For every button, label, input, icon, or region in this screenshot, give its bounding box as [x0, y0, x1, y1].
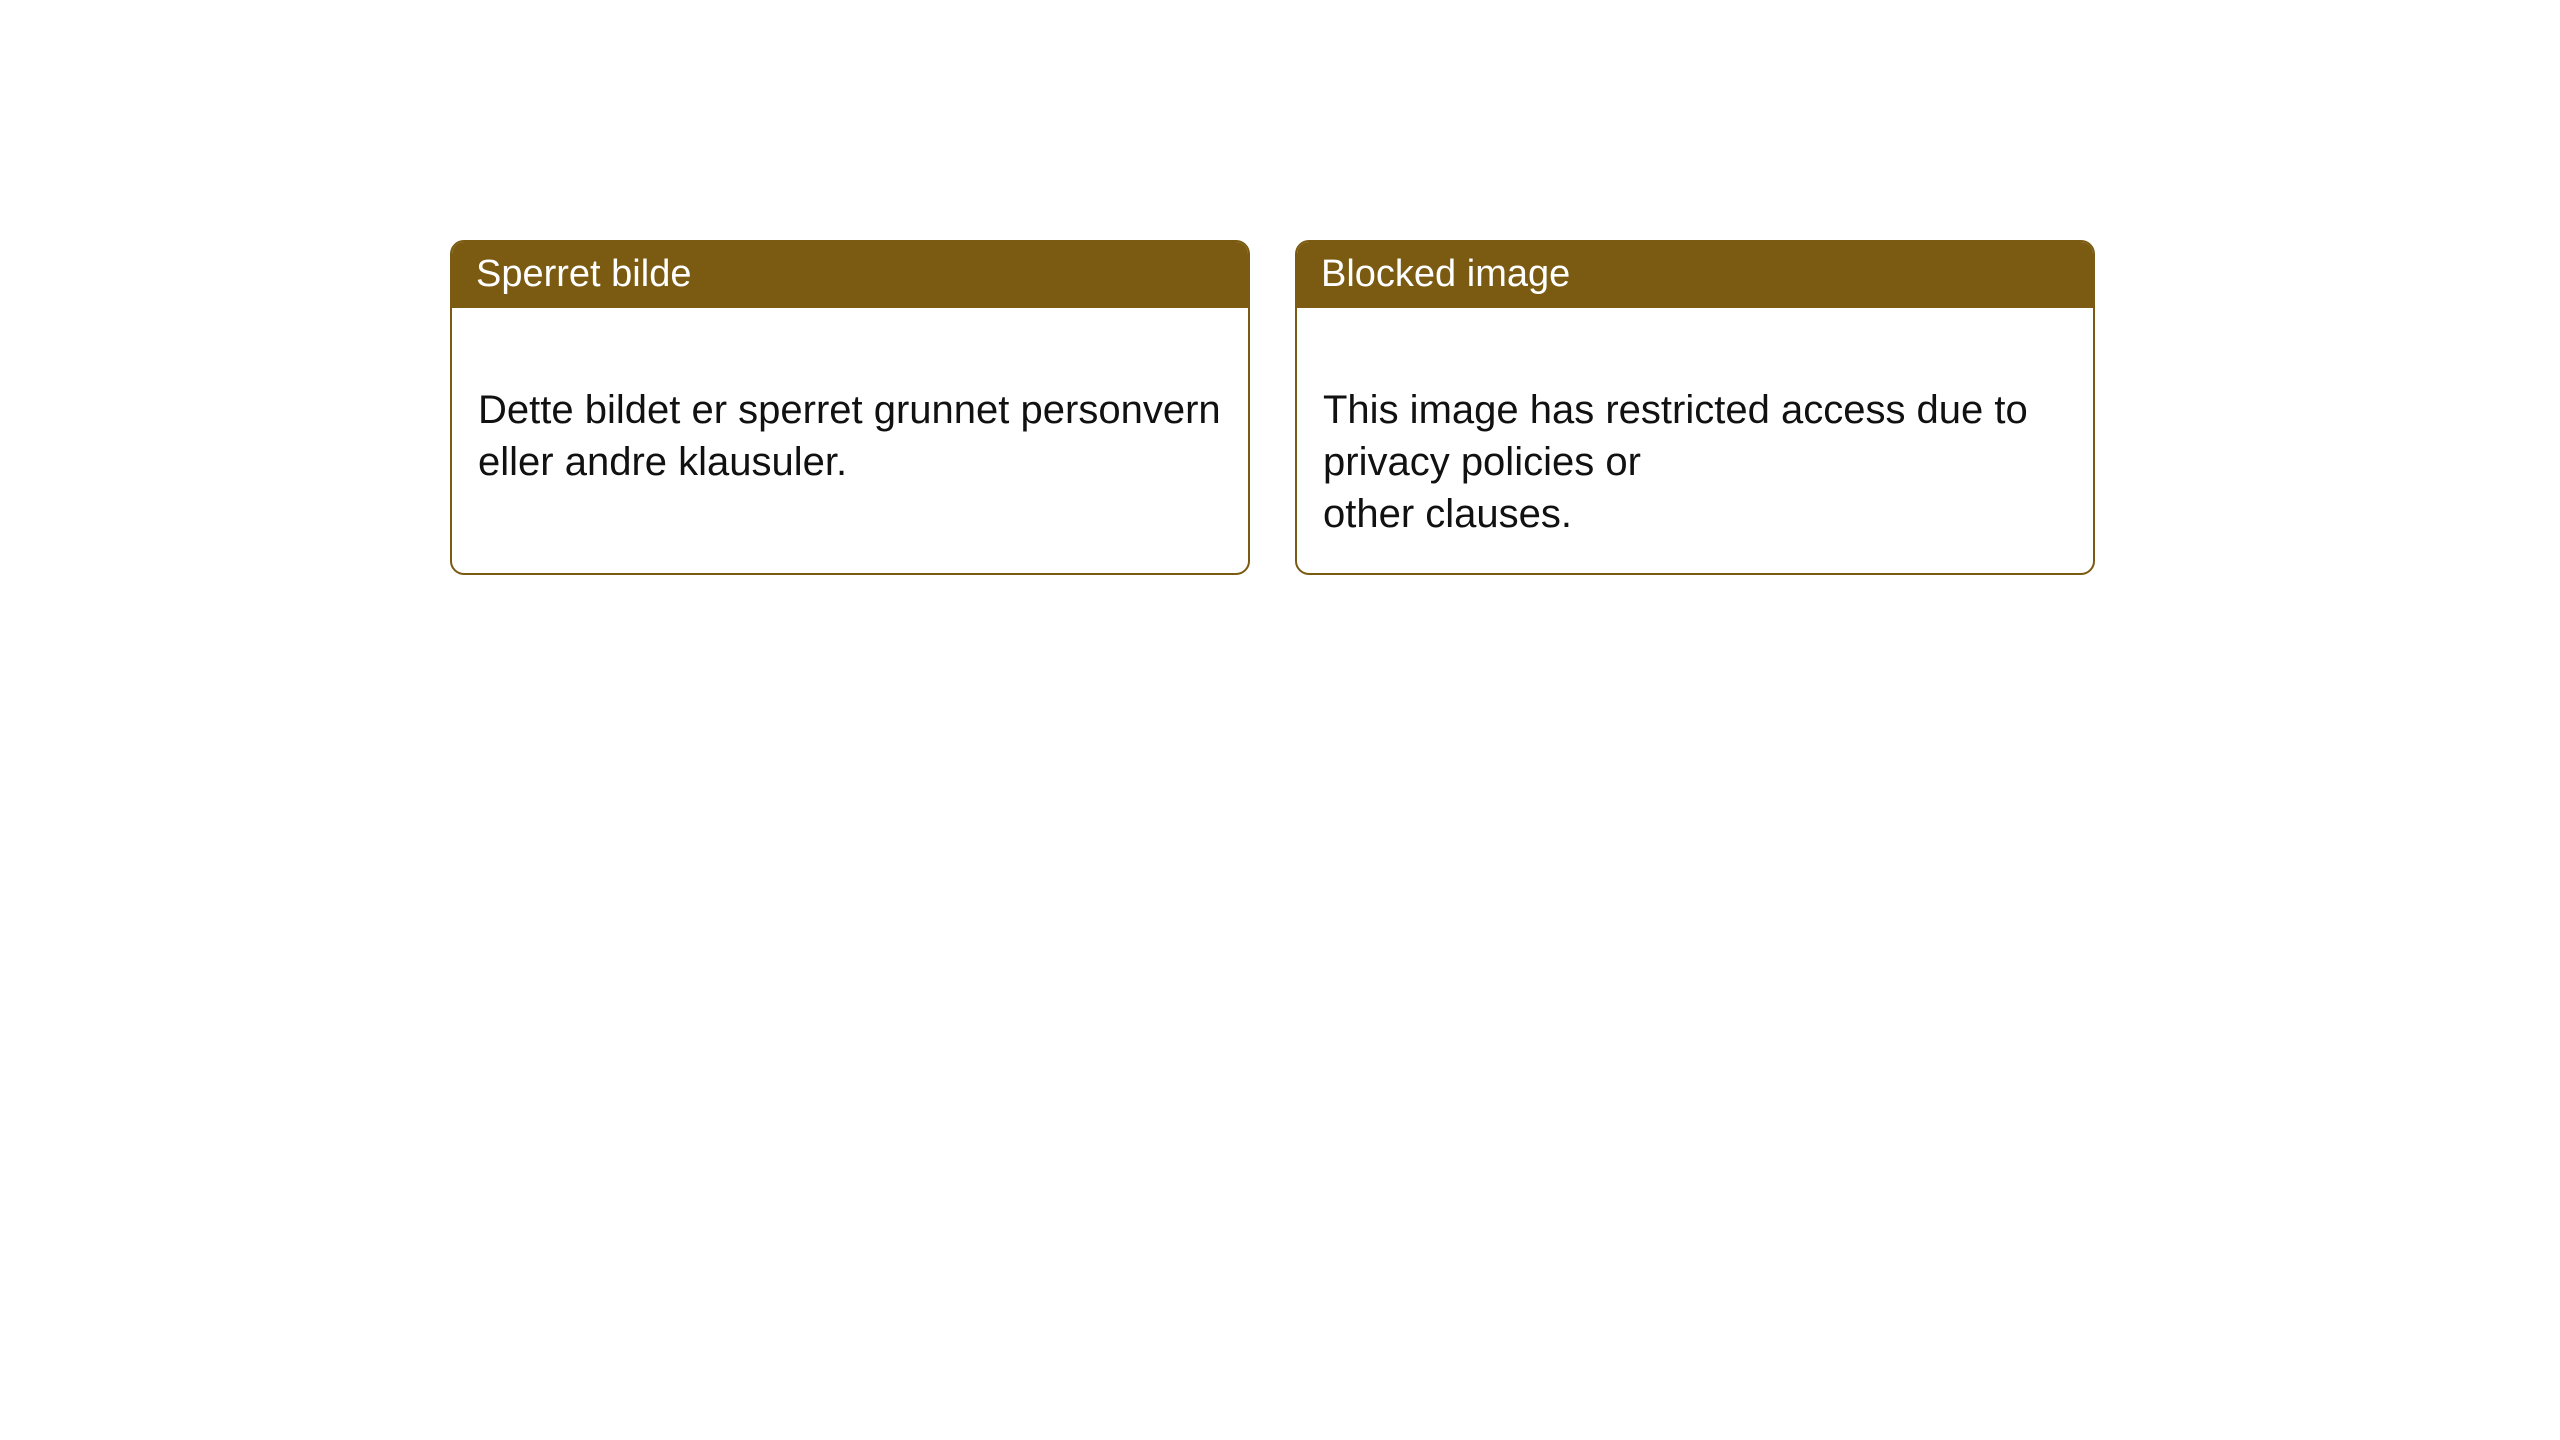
notice-cards-container: Sperret bilde Dette bildet er sperret gr…: [450, 240, 2095, 575]
notice-card-body-text-no: Dette bildet er sperret grunnet personve…: [478, 388, 1221, 484]
notice-card-body-text-en: This image has restricted access due to …: [1323, 388, 2028, 536]
notice-card-en: Blocked image This image has restricted …: [1295, 240, 2095, 575]
notice-card-header-text-no: Sperret bilde: [476, 253, 691, 295]
notice-card-header-no: Sperret bilde: [452, 242, 1248, 308]
notice-card-body-en: This image has restricted access due to …: [1297, 308, 2093, 564]
notice-card-header-en: Blocked image: [1297, 242, 2093, 308]
notice-card-no: Sperret bilde Dette bildet er sperret gr…: [450, 240, 1250, 575]
notice-card-header-text-en: Blocked image: [1321, 253, 1570, 295]
notice-card-body-no: Dette bildet er sperret grunnet personve…: [452, 308, 1248, 512]
